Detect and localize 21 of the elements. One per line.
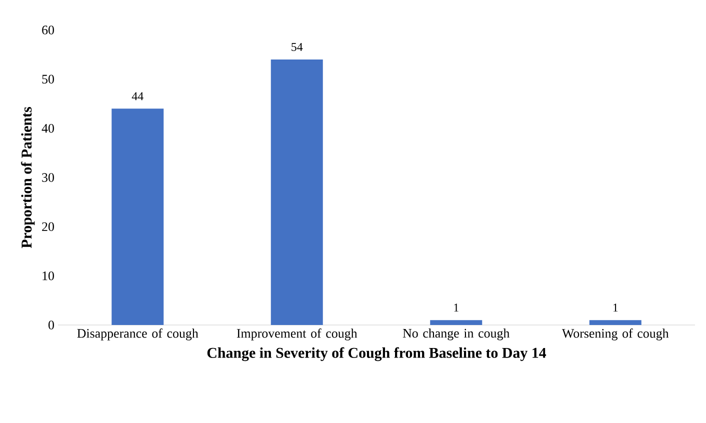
y-tick-label: 0 [48, 320, 54, 330]
y-tick-label: 50 [42, 74, 54, 84]
bar [270, 60, 323, 325]
data-label: 1 [454, 304, 458, 312]
data-label: 44 [132, 92, 144, 100]
bar [112, 108, 164, 325]
x-axis-title: Change in Severity of Cough from Baseline to Day 14 [207, 347, 546, 362]
x-tick-label: Worsening of cough [562, 328, 669, 340]
y-tick-label: 40 [42, 124, 54, 133]
y-axis-title: Proportion of Patients [20, 107, 35, 248]
bar [430, 320, 482, 325]
x-tick-label: Disapperance of cough [77, 328, 198, 340]
y-tick-label: 30 [42, 173, 54, 182]
y-tick-label: 60 [42, 26, 54, 34]
data-label: 1 [613, 304, 618, 312]
y-tick-label: 10 [42, 271, 54, 280]
x-tick-label: No change in cough [402, 328, 510, 340]
data-label: 54 [292, 42, 303, 51]
bar [589, 320, 642, 325]
y-tick-label: 20 [42, 222, 54, 232]
x-tick-label: Improvement of cough [236, 328, 358, 340]
